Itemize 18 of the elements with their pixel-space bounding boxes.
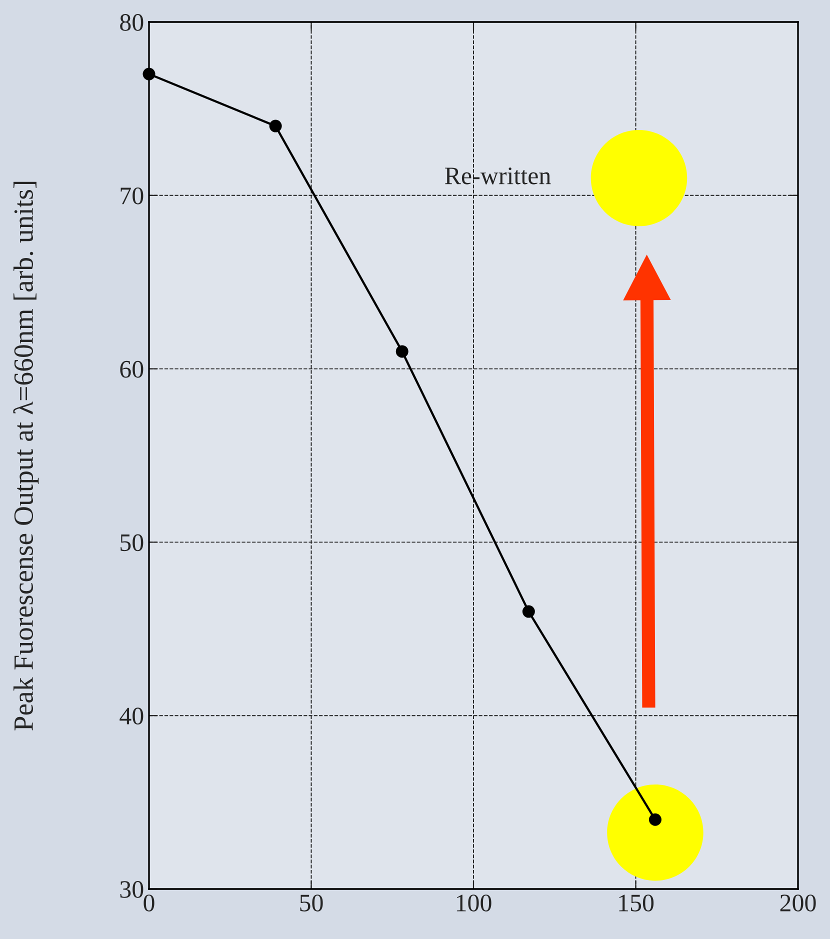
x-tick-label: 200 (780, 894, 816, 912)
point (269, 120, 282, 132)
y-tick-label: 50 (120, 534, 144, 552)
point (142, 68, 156, 80)
x-tick-label: 150 (619, 894, 654, 912)
x-tick-label: 100 (456, 894, 492, 912)
annotation: Re-written (445, 168, 551, 184)
y-tick-label: 80 (120, 14, 144, 31)
x-tick-label: 0 (144, 894, 154, 912)
y-tick-label: 40 (120, 708, 144, 725)
y-axis-title: Peak Fuorescense Output at λ=660nm [arb. units] (13, 182, 39, 730)
x-tick-label: 50 (300, 894, 323, 912)
point (648, 813, 662, 826)
y-tick-label: 70 (120, 187, 144, 204)
y-tick-label: 60 (120, 360, 144, 378)
point (396, 345, 408, 358)
y-tick-label: 30 (120, 881, 144, 898)
point (522, 605, 535, 618)
